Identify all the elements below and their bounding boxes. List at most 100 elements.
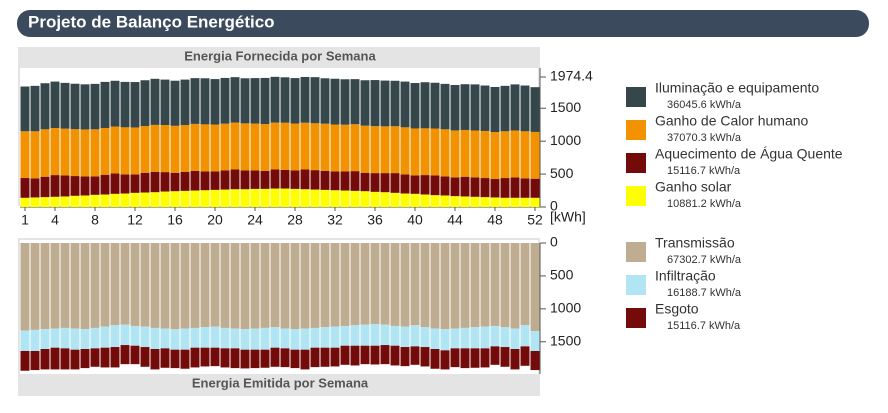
bar-segment bbox=[310, 243, 320, 328]
bar-segment bbox=[350, 79, 360, 125]
bar-segment bbox=[190, 123, 200, 171]
bar-segment bbox=[90, 83, 100, 130]
bar-segment bbox=[440, 243, 450, 330]
bar-segment bbox=[480, 243, 490, 327]
bar-segment bbox=[160, 348, 170, 368]
bar-segment bbox=[270, 347, 280, 367]
bar-segment bbox=[370, 323, 380, 346]
bar-segment bbox=[30, 85, 40, 132]
bar-segment bbox=[280, 122, 290, 170]
bar-segment bbox=[140, 192, 150, 207]
bar-segment bbox=[470, 327, 480, 349]
bar-segment bbox=[110, 243, 120, 326]
bar-segment bbox=[200, 124, 210, 172]
bar-segment bbox=[290, 170, 300, 189]
bar-segment bbox=[430, 195, 440, 207]
bar-segment bbox=[220, 123, 230, 171]
bar-segment bbox=[270, 76, 280, 123]
bar-segment bbox=[140, 347, 150, 367]
bar-segment bbox=[60, 128, 70, 176]
bar-segment bbox=[180, 125, 190, 172]
bar-segment bbox=[430, 175, 440, 196]
bar-segment bbox=[110, 325, 120, 348]
bar-segment bbox=[20, 243, 30, 331]
bar-segment bbox=[530, 131, 540, 179]
legend-total: 16188.7 kWh/a bbox=[667, 287, 742, 299]
bar-segment bbox=[500, 243, 510, 328]
bar-segment bbox=[190, 243, 200, 328]
bar-segment bbox=[210, 243, 220, 327]
bar-segment bbox=[150, 327, 160, 350]
bar-segment bbox=[400, 243, 410, 327]
bar-segment bbox=[130, 192, 140, 207]
bar-segment bbox=[50, 127, 60, 176]
bar-segment bbox=[280, 77, 290, 123]
bar-segment bbox=[320, 170, 330, 190]
bar-segment bbox=[20, 330, 30, 351]
bar-segment bbox=[300, 122, 310, 170]
bar-segment bbox=[160, 243, 170, 329]
bar-segment bbox=[420, 128, 430, 176]
bar-segment bbox=[230, 243, 240, 329]
bar-segment bbox=[390, 173, 400, 193]
y-tick-label: 1000 bbox=[550, 300, 581, 316]
bar-segment bbox=[200, 243, 210, 328]
bar-segment bbox=[330, 78, 340, 125]
legend-label: Aquecimento de Água Quente bbox=[655, 146, 843, 162]
bar-segment bbox=[180, 171, 190, 191]
bar-segment bbox=[20, 178, 30, 198]
bar-segment bbox=[360, 172, 370, 192]
x-tick-label: 20 bbox=[207, 212, 223, 228]
bar-segment bbox=[180, 328, 190, 350]
bar-segment bbox=[110, 80, 120, 127]
bar-segment bbox=[200, 190, 210, 207]
bar-segment bbox=[460, 196, 470, 207]
bar-segment bbox=[260, 243, 270, 328]
bar-segment bbox=[100, 326, 110, 348]
bar-segment bbox=[130, 174, 140, 193]
bar-segment bbox=[70, 243, 80, 329]
bar-segment bbox=[340, 171, 350, 191]
bar-segment bbox=[70, 176, 80, 196]
bar-segment bbox=[190, 327, 200, 348]
bar-segment bbox=[260, 349, 270, 368]
bar-segment bbox=[500, 197, 510, 207]
bar-segment bbox=[300, 349, 310, 370]
bar-segment bbox=[410, 346, 420, 365]
bar-segment bbox=[320, 78, 330, 124]
bar-segment bbox=[250, 188, 260, 207]
bar-segment bbox=[250, 349, 260, 369]
bar-segment bbox=[520, 178, 530, 198]
bar-segment bbox=[410, 243, 420, 326]
bar-segment bbox=[330, 171, 340, 191]
bar-segment bbox=[470, 196, 480, 207]
legend-label: Ganho solar bbox=[655, 179, 732, 195]
bar-segment bbox=[140, 243, 150, 327]
bar-segment bbox=[520, 85, 530, 132]
bar-segment bbox=[40, 83, 50, 130]
bar-segment bbox=[170, 172, 180, 192]
bar-segment bbox=[320, 189, 330, 207]
bar-segment bbox=[290, 329, 300, 350]
bar-segment bbox=[160, 79, 170, 126]
bar-segment bbox=[130, 325, 140, 346]
bar-segment bbox=[350, 124, 360, 172]
bar-segment bbox=[190, 190, 200, 207]
legend-swatch bbox=[626, 153, 646, 173]
bar-segment bbox=[530, 331, 540, 351]
bar-segment bbox=[80, 329, 90, 350]
legend-swatch bbox=[626, 308, 646, 328]
bar-segment bbox=[450, 348, 460, 368]
bar-segment bbox=[30, 350, 40, 371]
y-tick-label: 500 bbox=[550, 165, 574, 181]
bar-segment bbox=[240, 189, 250, 207]
bar-segment bbox=[110, 347, 120, 368]
y-tick-label: 0 bbox=[550, 234, 558, 250]
bar-segment bbox=[280, 243, 290, 329]
bar-segment bbox=[210, 326, 220, 348]
bar-segment bbox=[120, 243, 130, 325]
bar-segment bbox=[150, 192, 160, 207]
bar-segment bbox=[360, 80, 370, 126]
bar-segment bbox=[330, 326, 340, 348]
bar-segment bbox=[380, 80, 390, 127]
